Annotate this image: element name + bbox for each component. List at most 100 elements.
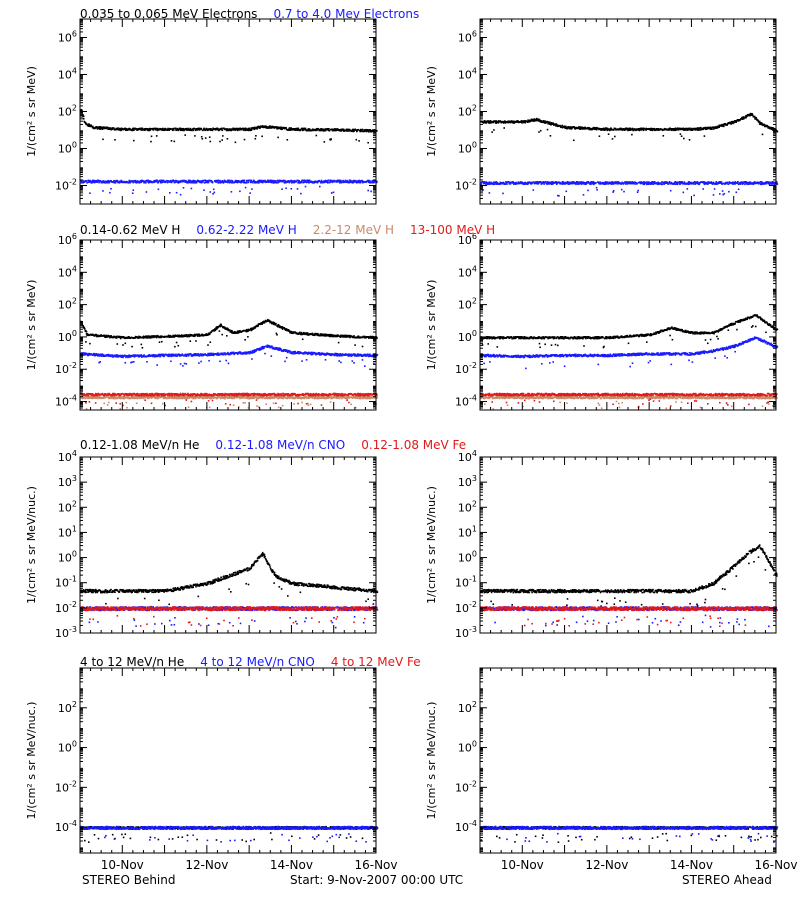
data-point: [190, 187, 193, 190]
data-point: [549, 122, 552, 125]
data-point: [98, 126, 101, 128]
data-point: [300, 181, 303, 183]
data-point: [692, 128, 694, 131]
data-point: [272, 322, 274, 325]
data-point: [122, 356, 124, 359]
data-point: [732, 181, 734, 183]
data-point: [656, 183, 659, 185]
data-point: [365, 337, 367, 339]
data-point: [610, 182, 613, 184]
data-point: [285, 349, 287, 351]
data-point: [327, 181, 329, 183]
data-point: [737, 120, 740, 122]
data-point: [696, 128, 699, 130]
data-point: [592, 126, 595, 129]
data-point: [109, 127, 112, 129]
data-point: [104, 334, 106, 337]
data-point: [700, 126, 702, 129]
series-points: [480, 181, 779, 197]
data-point: [232, 127, 234, 130]
data-point: [238, 181, 241, 183]
data-point: [776, 130, 778, 132]
data-point: [209, 352, 212, 355]
data-point: [515, 121, 517, 123]
data-point: [158, 336, 160, 339]
y-tick-label: 100: [58, 141, 77, 156]
data-point: [260, 322, 263, 324]
data-point: [376, 181, 378, 183]
data-point: [610, 183, 613, 185]
data-point: [168, 181, 170, 183]
data-point: [631, 127, 634, 130]
data-point: [502, 181, 505, 184]
data-point: [279, 349, 281, 351]
data-point: [146, 337, 149, 339]
data-point: [132, 127, 135, 130]
data-point: [244, 129, 246, 132]
data-point: [261, 323, 263, 325]
data-point: [267, 318, 269, 321]
data-point: [313, 334, 316, 337]
data-point: [367, 336, 369, 338]
data-point: [532, 189, 535, 191]
data-point: [345, 129, 347, 132]
data-point: [611, 183, 614, 185]
data-point: [179, 181, 181, 183]
data-point: [342, 181, 345, 184]
data-point: [696, 127, 699, 129]
data-point: [219, 324, 221, 327]
data-point: [113, 355, 115, 358]
data-point: [549, 135, 552, 137]
data-point: [345, 128, 348, 131]
data-point: [297, 333, 300, 335]
data-point: [761, 123, 763, 126]
data-point: [98, 354, 101, 357]
data-point: [637, 189, 639, 192]
data-point: [715, 182, 717, 185]
data-point: [660, 181, 663, 183]
data-point: [169, 179, 172, 182]
data-point: [261, 135, 263, 138]
data-point: [725, 181, 727, 184]
data-point: [587, 181, 590, 183]
data-point: [624, 183, 627, 185]
data-point: [744, 116, 746, 119]
data-point: [570, 126, 572, 128]
data-point: [179, 363, 182, 365]
data-point: [143, 129, 146, 131]
data-point: [190, 181, 192, 184]
data-point: [149, 128, 152, 131]
data-point: [141, 347, 144, 349]
data-point: [353, 130, 355, 132]
data-point: [340, 179, 342, 182]
data-point: [734, 120, 737, 122]
data-point: [258, 182, 260, 184]
data-point: [242, 353, 244, 355]
data-point: [230, 179, 233, 182]
data-point: [612, 181, 614, 184]
data-point: [549, 181, 551, 184]
data-point: [275, 180, 277, 182]
data-point: [736, 182, 739, 185]
data-point: [339, 129, 342, 131]
data-point: [600, 129, 602, 131]
data-point: [219, 353, 222, 356]
data-point: [635, 129, 637, 132]
data-point: [710, 181, 712, 183]
data-point: [118, 128, 121, 130]
data-point: [288, 180, 290, 183]
data-point: [192, 180, 194, 183]
data-point: [188, 335, 191, 337]
data-point: [506, 183, 508, 185]
data-point: [311, 332, 314, 335]
data-point: [306, 352, 308, 354]
data-point: [308, 179, 311, 182]
data-point: [292, 331, 294, 333]
data-point: [302, 353, 304, 355]
data-point: [289, 350, 291, 353]
data-point: [651, 181, 654, 183]
data-point: [179, 335, 182, 338]
data-point: [84, 352, 86, 354]
data-point: [612, 183, 615, 185]
